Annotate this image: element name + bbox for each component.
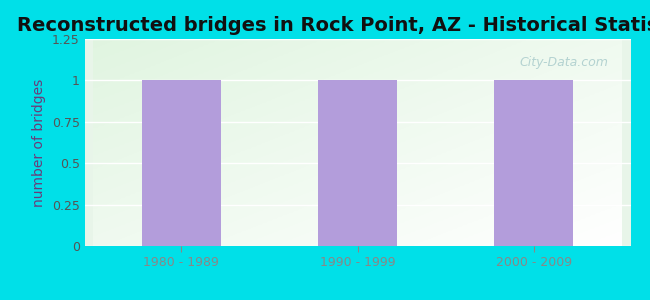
Title: Reconstructed bridges in Rock Point, AZ - Historical Statistics: Reconstructed bridges in Rock Point, AZ … <box>18 16 650 35</box>
Bar <box>142 80 221 246</box>
Bar <box>494 80 573 246</box>
Bar <box>318 80 397 246</box>
Y-axis label: number of bridges: number of bridges <box>32 78 46 207</box>
Text: City-Data.com: City-Data.com <box>520 56 608 69</box>
